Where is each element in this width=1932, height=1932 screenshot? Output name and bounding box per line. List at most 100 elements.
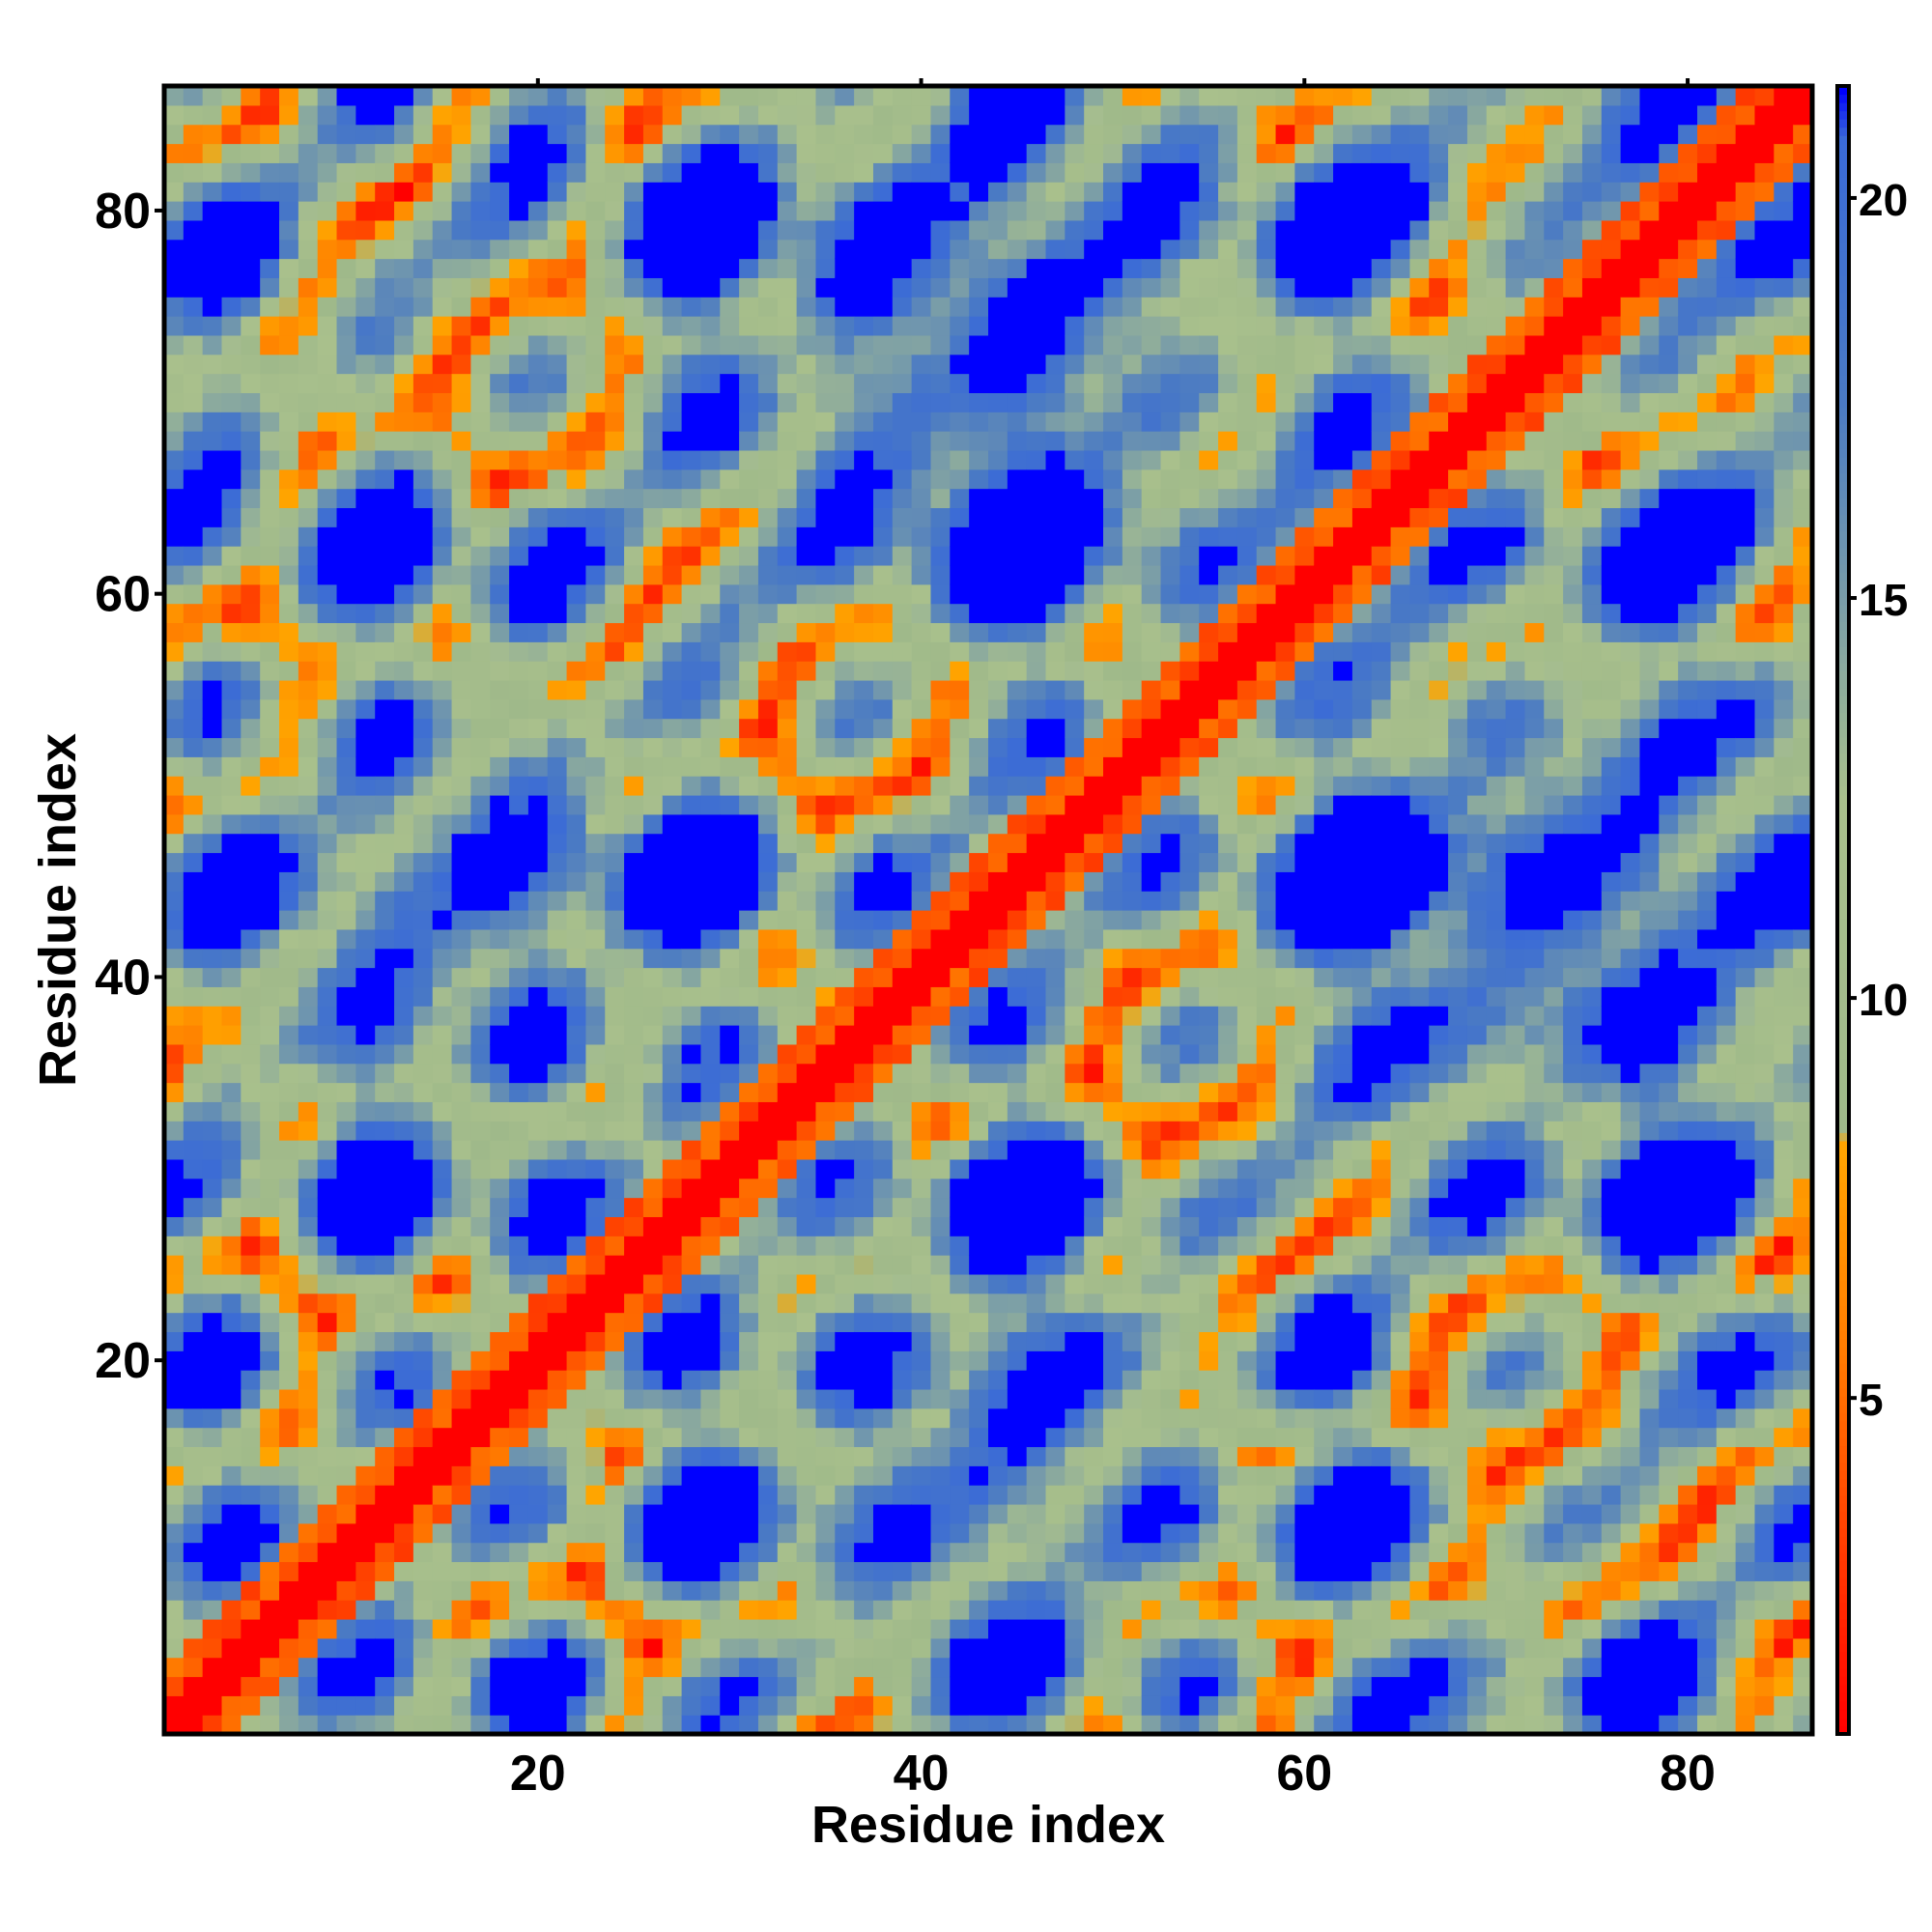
heatmap-cell (1179, 1427, 1200, 1448)
heatmap-cell (298, 124, 319, 145)
heatmap-cell (566, 603, 587, 624)
heatmap-cell (183, 526, 204, 547)
heatmap-cell (1084, 1485, 1104, 1505)
heatmap-cell (681, 1331, 702, 1351)
heatmap-cell (412, 718, 434, 739)
heatmap-cell (720, 507, 740, 527)
heatmap-cell (1007, 1101, 1028, 1122)
heatmap-cell (1045, 794, 1065, 815)
heatmap-cell (1141, 1101, 1162, 1122)
heatmap-cell (777, 1082, 798, 1102)
heatmap-cell (854, 1618, 874, 1639)
heatmap-cell (470, 1600, 491, 1620)
heatmap-cell (1045, 737, 1065, 757)
heatmap-cell (681, 718, 702, 739)
heatmap-cell (241, 661, 261, 681)
heatmap-cell (930, 1446, 951, 1466)
heatmap-cell (969, 1293, 989, 1314)
heatmap-cell (1065, 1618, 1085, 1639)
heatmap-cell (1026, 641, 1047, 662)
heatmap-cell (681, 1561, 702, 1581)
heatmap-cell (260, 1043, 280, 1065)
heatmap-cell (642, 1140, 664, 1160)
heatmap-cell (796, 1197, 817, 1217)
heatmap-cell (566, 1006, 587, 1026)
heatmap-cell (183, 1715, 204, 1735)
heatmap-cell (720, 564, 740, 585)
heatmap-cell (509, 603, 529, 624)
heatmap-cell (720, 756, 740, 777)
heatmap-cell (720, 86, 740, 106)
heatmap-cell (1026, 813, 1047, 835)
heatmap-cell (642, 833, 664, 854)
heatmap-cell (757, 813, 779, 835)
heatmap-cell (1256, 891, 1277, 911)
heatmap-cell (1084, 86, 1104, 106)
heatmap-cell (183, 1561, 204, 1581)
heatmap-cell (202, 449, 223, 470)
heatmap-cell (451, 373, 471, 393)
heatmap-cell (642, 1465, 664, 1486)
heatmap-cell (585, 258, 606, 278)
heatmap-cell (1026, 1695, 1047, 1716)
heatmap-cell (336, 622, 356, 642)
heatmap-cell (221, 1695, 242, 1716)
heatmap-cell (1256, 1236, 1277, 1256)
heatmap-cell (1179, 1676, 1200, 1696)
heatmap-cell (1122, 124, 1143, 145)
heatmap-cell (739, 1388, 759, 1409)
heatmap-cell (988, 967, 1009, 987)
heatmap-cell (202, 967, 223, 987)
heatmap-cell (202, 316, 223, 336)
heatmap-cell (394, 1043, 414, 1065)
heatmap-cell (298, 948, 319, 969)
heatmap-cell (1141, 1370, 1162, 1390)
heatmap-cell (375, 679, 395, 700)
heatmap-cell (164, 794, 185, 815)
heatmap-cell (835, 277, 855, 298)
heatmap-cell (777, 948, 798, 969)
heatmap-cell (183, 449, 204, 470)
heatmap-cell (509, 1676, 529, 1696)
heatmap-cell (566, 258, 587, 278)
heatmap-cell (183, 104, 204, 126)
heatmap-cell (432, 488, 453, 509)
heatmap-cell (1160, 698, 1180, 720)
heatmap-cell (969, 1350, 989, 1371)
heatmap-cell (451, 1216, 471, 1236)
heatmap-cell (375, 334, 395, 355)
heatmap-cell (1065, 507, 1085, 527)
heatmap-cell (1065, 104, 1085, 126)
heatmap-cell (202, 546, 223, 566)
heatmap-cell (527, 1158, 549, 1179)
heatmap-cell (1179, 546, 1200, 566)
heatmap-cell (911, 661, 932, 681)
heatmap-cell (777, 546, 798, 566)
heatmap-cell (624, 794, 644, 815)
heatmap-cell (930, 239, 951, 260)
heatmap-cell (1218, 1236, 1238, 1256)
heatmap-cell (527, 603, 549, 624)
heatmap-cell (872, 546, 894, 566)
heatmap-cell (432, 449, 453, 470)
heatmap-cell (547, 1503, 568, 1524)
heatmap-cell (585, 794, 606, 815)
heatmap-cell (1179, 967, 1200, 987)
heatmap-cell (1256, 948, 1277, 969)
heatmap-cell (1160, 239, 1180, 260)
heatmap-cell (183, 1063, 204, 1084)
heatmap-cell (662, 718, 683, 739)
heatmap-cell (490, 334, 510, 355)
heatmap-cell (796, 1063, 817, 1084)
heatmap-cell (375, 219, 395, 241)
heatmap-cell (700, 603, 721, 624)
heatmap-cell (509, 124, 529, 145)
heatmap-cell (1236, 1561, 1258, 1581)
heatmap-cell (490, 679, 510, 700)
heatmap-cell (1065, 1715, 1085, 1735)
heatmap-cell (969, 1178, 989, 1199)
heatmap-cell (1256, 488, 1277, 509)
heatmap-cell (835, 124, 855, 145)
heatmap-cell (1218, 297, 1238, 317)
heatmap-cell (1141, 1197, 1162, 1217)
